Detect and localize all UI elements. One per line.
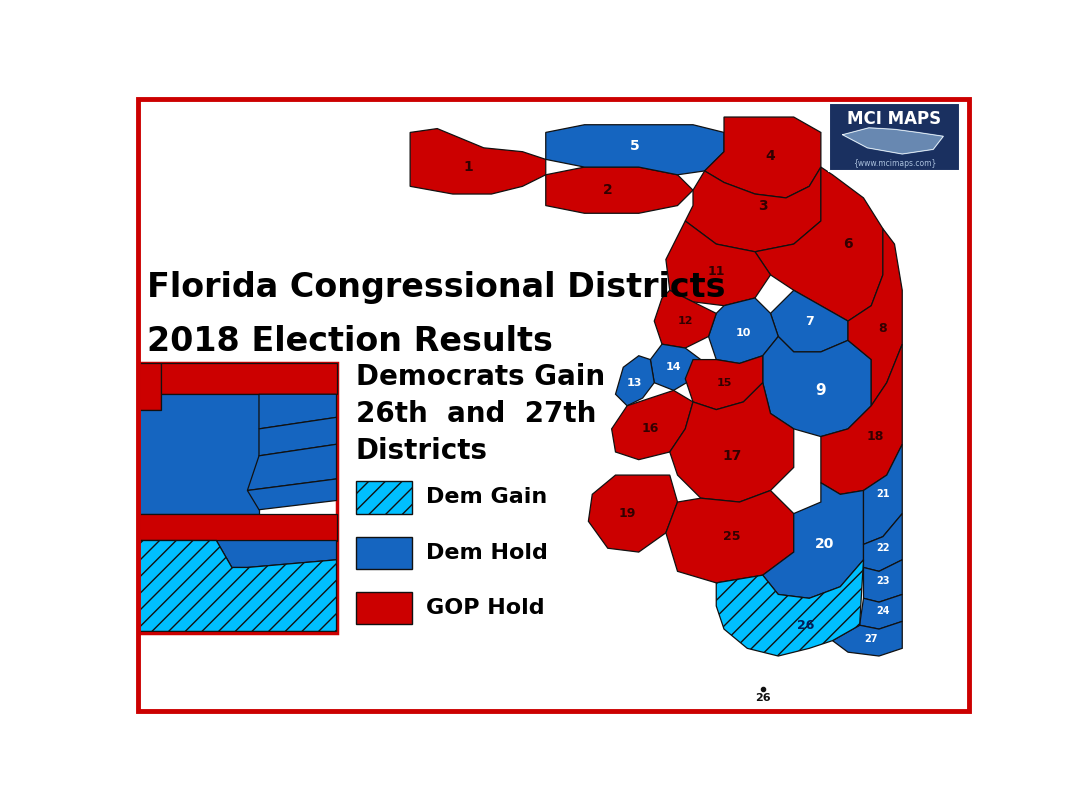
Text: 17: 17 [141,382,158,391]
Text: 18: 18 [866,430,883,443]
Text: 7: 7 [805,314,813,327]
Bar [356,537,411,569]
Polygon shape [704,117,821,198]
Text: 20: 20 [186,447,208,465]
Polygon shape [685,167,821,252]
Text: 14: 14 [665,363,681,372]
Polygon shape [247,479,337,510]
Polygon shape [670,383,794,502]
Polygon shape [685,356,762,410]
Text: 21: 21 [291,403,306,412]
Text: 24: 24 [291,488,305,498]
Text: Democrats Gain
26th  and  27th
Districts: Democrats Gain 26th and 27th Districts [356,363,605,465]
Text: Florida Congressional Districts: Florida Congressional Districts [147,271,725,304]
Polygon shape [666,221,770,306]
Text: 27: 27 [283,547,297,557]
Text: 6: 6 [843,237,853,251]
Text: 26: 26 [797,618,814,632]
Text: 8: 8 [878,322,887,335]
Text: 1: 1 [463,160,473,174]
Polygon shape [833,622,902,656]
Text: 16: 16 [642,423,659,435]
Polygon shape [161,363,337,395]
Text: 21: 21 [876,489,890,500]
Polygon shape [139,541,337,631]
Polygon shape [259,417,337,456]
Polygon shape [864,513,902,571]
Text: 11: 11 [707,265,725,277]
Polygon shape [755,167,882,321]
Text: 4: 4 [766,148,775,163]
Text: MCI MAPS: MCI MAPS [848,110,942,128]
Text: 25: 25 [186,522,201,533]
Text: Dem Gain: Dem Gain [426,488,546,508]
Text: 23: 23 [286,463,301,472]
Polygon shape [616,356,654,406]
Polygon shape [716,560,864,656]
Polygon shape [139,541,337,568]
Text: {www.mcimaps.com}: {www.mcimaps.com} [853,159,936,168]
Text: 26: 26 [755,694,770,703]
Polygon shape [611,391,693,460]
Polygon shape [666,491,794,583]
Bar [139,363,337,633]
Polygon shape [589,475,677,552]
Bar [356,481,411,513]
Polygon shape [821,344,902,494]
Polygon shape [848,229,902,406]
Text: 22: 22 [291,431,306,442]
Polygon shape [654,290,716,348]
Text: 5: 5 [630,139,639,152]
Polygon shape [247,444,337,491]
Polygon shape [259,395,337,429]
Polygon shape [708,298,779,363]
Text: 2018 Election Results: 2018 Election Results [147,325,553,358]
Text: 22: 22 [876,543,890,553]
Polygon shape [762,483,864,598]
Text: 3: 3 [758,199,768,213]
Text: 15: 15 [716,378,731,387]
Polygon shape [864,444,902,545]
Polygon shape [864,560,902,602]
Text: 26: 26 [178,583,200,598]
Text: 25: 25 [723,530,741,543]
Text: 18: 18 [240,374,255,384]
Text: 12: 12 [677,316,693,326]
Polygon shape [860,594,902,629]
Polygon shape [545,167,693,213]
Text: 19: 19 [619,507,636,520]
Text: 17: 17 [723,449,742,463]
Text: 24: 24 [876,606,890,617]
Bar [356,592,411,625]
Text: 9: 9 [815,383,826,398]
Bar [828,103,960,171]
Text: Dem Hold: Dem Hold [426,543,548,563]
Text: 23: 23 [876,577,890,586]
Text: 27: 27 [864,634,878,644]
Polygon shape [139,363,161,410]
Text: GOP Hold: GOP Hold [426,598,544,618]
Text: 2: 2 [603,183,612,197]
Text: 10: 10 [735,328,751,338]
Text: 20: 20 [815,537,835,552]
Text: 13: 13 [627,378,643,387]
Polygon shape [410,128,545,194]
Polygon shape [139,513,337,541]
Polygon shape [770,290,848,352]
Polygon shape [139,395,259,513]
Polygon shape [650,344,701,391]
Polygon shape [762,337,872,436]
Polygon shape [842,128,943,154]
Polygon shape [545,125,724,175]
